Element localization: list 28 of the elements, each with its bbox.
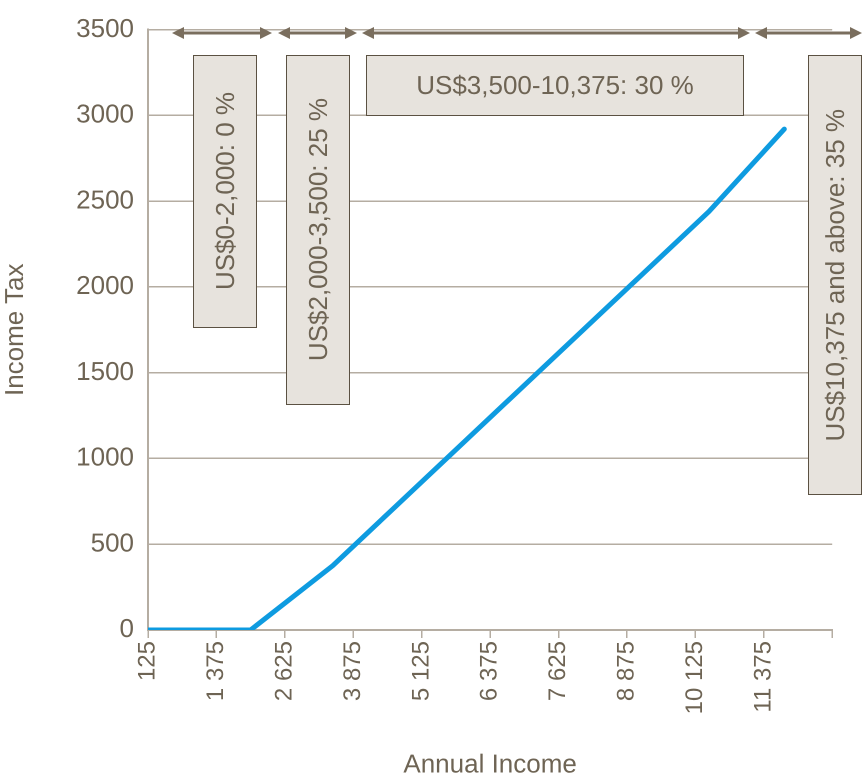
x-tick-label: 5 125 <box>407 641 434 702</box>
x-tick-label: 8 875 <box>612 641 640 702</box>
note-box: US$2,000-3,500: 25 % <box>286 55 350 405</box>
x-tick-label: 3 875 <box>338 641 366 702</box>
x-tick-label: 6 375 <box>476 641 503 702</box>
annotation: US$3,500-10,375: 30 % <box>416 70 694 101</box>
y-tick-label: 2000 <box>76 270 134 300</box>
y-tick-label: 3000 <box>76 98 134 129</box>
x-tick-label: 1 375 <box>202 641 230 702</box>
x-tick-label: 125 <box>134 641 161 682</box>
y-tick-label: 3500 <box>76 12 134 43</box>
note-box: US$0-2,000: 0 % <box>193 55 257 328</box>
annotation: US$0-2,000: 0 % <box>210 92 240 290</box>
annotation: US$10,375 and above: 35 % <box>820 108 850 442</box>
note-box: US$3,500-10,375: 30 % <box>366 55 744 116</box>
y-axis-title: Income Tax <box>0 264 29 396</box>
y-tick-label: 0 <box>120 613 134 644</box>
note-box: US$10,375 and above: 35 % <box>808 55 862 495</box>
x-tick-label: 7 625 <box>544 641 572 702</box>
y-tick-label: 500 <box>90 527 134 558</box>
x-tick-label: 10 125 <box>680 641 708 714</box>
y-tick-label: 1500 <box>76 356 134 386</box>
annotation: US$2,000-3,500: 25 % <box>302 98 334 362</box>
x-tick-label: 11 375 <box>749 641 776 713</box>
x-axis-title: Annual Income <box>403 748 577 779</box>
y-tick-label: 2500 <box>76 184 134 214</box>
x-tick-label: 2 625 <box>270 641 298 702</box>
y-tick-label: 1000 <box>76 442 134 472</box>
